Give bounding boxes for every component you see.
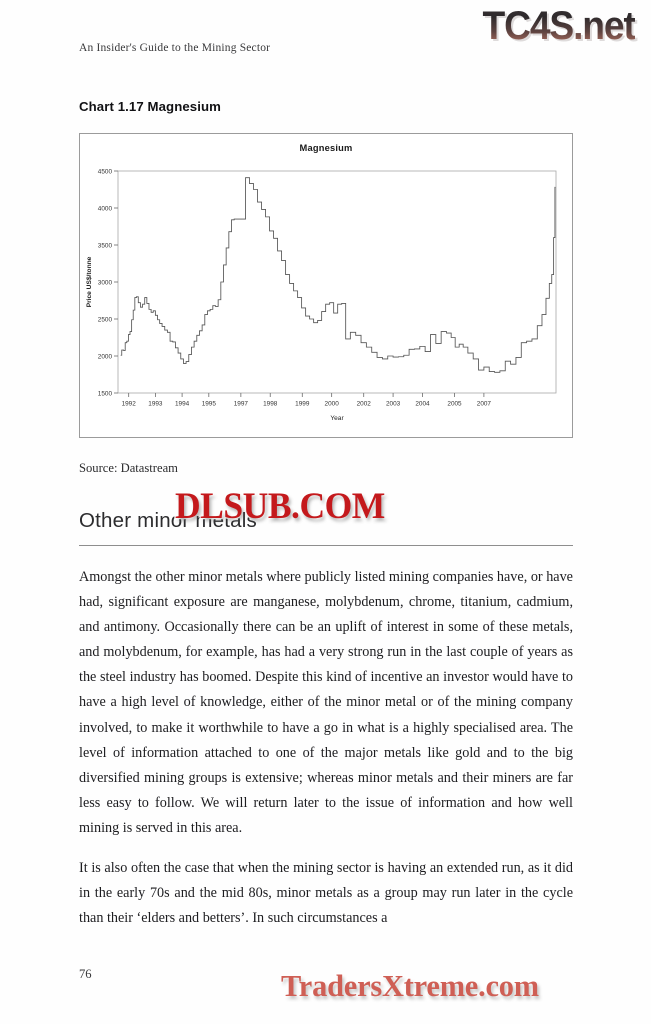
x-axis-tick-label: 1998 [263,401,278,408]
x-axis-tick-label: 1999 [295,401,310,408]
x-axis-tick-label: 1995 [202,401,217,408]
body-paragraph: It is also often the case that when the … [79,860,573,927]
body-paragraph: Amongst the other minor metals where pub… [79,569,573,836]
price-series-line [120,177,556,373]
y-axis-tick-label: 1500 [98,391,113,398]
body-text: Amongst the other minor metals where pub… [79,565,573,931]
x-axis-tick-label: 2002 [357,401,372,408]
chart-title: Magnesium [299,143,353,153]
x-axis-tick-label: 1992 [122,401,137,408]
y-axis-tick-label: 2000 [98,354,113,361]
watermark-dlsub-com: DLSUB.COM [174,485,387,528]
figure-source: Source: Datastream [79,461,178,475]
heading-divider [79,545,573,546]
y-axis-tick-label: 4000 [98,206,113,213]
chart-caption: Chart 1.17 Magnesium [79,99,221,114]
page-number: 76 [79,967,92,981]
section-heading: Other minor metals [79,509,257,532]
chart-figure: Magnesium 1500 2000 2500 3000 3500 4000 4500 19… [79,133,573,438]
watermark-tc4s-shadow: TC4S.net [485,5,638,51]
y-axis-tick-label: 3000 [98,280,113,287]
x-axis-tick-label: 1997 [234,401,249,408]
y-axis-tick-label: 4500 [98,169,113,176]
y-axis-title: Price US$/tonne [86,256,93,307]
x-axis-tick-label: 2005 [447,401,462,408]
running-head: An Insider's Guide to the Mining Sector [79,42,271,54]
x-axis-tick-label: 1993 [148,401,163,408]
x-axis-tick-label: 2004 [415,401,430,408]
x-axis-tick-label: 2000 [325,401,340,408]
y-axis-tick-label: 3500 [98,243,113,250]
x-axis-tick-label: 1994 [175,401,190,408]
y-axis-tick-label: 2500 [98,317,113,324]
watermark-tc4s-net: TC4S.net [482,4,636,48]
x-axis-tick-label: 2007 [477,401,492,408]
x-axis-title: Year [330,415,344,422]
x-axis-tick-label: 2003 [386,401,401,408]
watermark-tradersxtreme-com: TradersXtreme.com [280,967,540,1004]
magnesium-price-line-chart: 1500 2000 2500 3000 3500 4000 4500 1992 1993 1994… [86,169,557,422]
